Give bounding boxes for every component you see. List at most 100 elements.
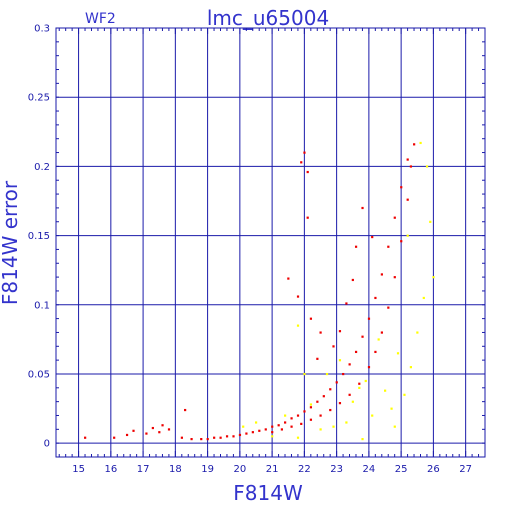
data-point (358, 382, 361, 385)
x-tick-label: 24 (363, 464, 376, 475)
y-tick-label: 0 (44, 439, 50, 450)
data-point (403, 393, 406, 396)
data-point (284, 414, 287, 417)
data-point (296, 295, 300, 298)
data-point (254, 421, 258, 424)
data-point (390, 407, 393, 410)
data-point (290, 417, 293, 420)
data-point (380, 331, 383, 334)
x-axis-label: F814W (233, 481, 303, 505)
data-point (429, 220, 432, 223)
data-point (200, 438, 203, 441)
data-point (219, 436, 222, 439)
plot-border (55, 27, 486, 458)
data-point (322, 395, 325, 398)
data-point (367, 366, 371, 369)
data-point (371, 235, 374, 239)
data-point (413, 143, 416, 146)
data-point (419, 141, 422, 145)
data-point (145, 432, 148, 435)
data-point (393, 216, 396, 219)
x-tick-label: 23 (330, 464, 343, 475)
y-tick-label: 0.05 (28, 369, 50, 380)
data-point (319, 331, 322, 334)
data-point (374, 350, 377, 354)
data-point (400, 186, 403, 189)
data-point (425, 165, 429, 168)
data-point (345, 302, 348, 305)
data-point (387, 245, 390, 248)
data-point (387, 306, 390, 309)
data-point (406, 234, 409, 237)
grid (56, 27, 485, 457)
data-point (309, 403, 313, 406)
data-point (338, 402, 342, 405)
data-point (151, 426, 154, 430)
data-point (316, 357, 319, 360)
data-point (84, 436, 87, 439)
data-point (264, 428, 267, 431)
data-point (351, 278, 354, 282)
x-tick-label: 27 (459, 464, 472, 475)
y-tick-label: 0.1 (34, 300, 50, 311)
x-tick-label: 21 (266, 464, 279, 475)
y-tick-labels: 0 0.05 0.1 0.15 0.2 0.25 0.3 (28, 24, 50, 450)
data-point (422, 296, 425, 300)
x-tick-label: 22 (298, 464, 311, 475)
data-point (271, 435, 274, 438)
data-point (296, 436, 300, 439)
y-tick-label: 0.25 (28, 93, 50, 104)
data-point (367, 317, 371, 320)
data-point (280, 428, 283, 431)
data-point (319, 414, 322, 417)
x-tick-label: 16 (104, 464, 117, 475)
data-point (271, 425, 274, 428)
data-point (351, 400, 354, 403)
data-point (348, 393, 351, 396)
data-point (396, 352, 400, 355)
data-point (125, 433, 129, 437)
x-tick-labels: 15 16 17 18 19 20 21 22 23 24 25 26 27 (72, 464, 472, 475)
data-point (409, 165, 413, 168)
data-point (406, 198, 409, 201)
data-point (284, 421, 287, 424)
data-point (358, 386, 361, 390)
data-point (342, 372, 345, 376)
chart-title: lmc_u65004 (207, 6, 329, 30)
x-tick-label: 15 (72, 464, 85, 475)
data-point (335, 381, 338, 384)
data-point (251, 431, 254, 434)
data-point (300, 161, 303, 164)
data-point (338, 330, 342, 333)
data-point (190, 438, 193, 441)
data-point (354, 245, 358, 248)
data-point (348, 363, 351, 366)
data-point (242, 425, 245, 428)
x-tick-label: 17 (137, 464, 150, 475)
data-point (113, 436, 116, 439)
data-point (332, 425, 335, 428)
chart-subtitle: WF2 (85, 11, 116, 27)
data-point (338, 359, 342, 362)
data-point (296, 414, 300, 417)
x-tick-label: 19 (201, 464, 214, 475)
y-tick-label: 0.15 (28, 231, 50, 242)
y-tick-label: 0.2 (34, 162, 50, 173)
data-point (277, 424, 280, 427)
data-point (245, 432, 248, 435)
data-point (332, 345, 335, 348)
data-point (132, 429, 135, 432)
data-point (409, 366, 413, 369)
data-point (303, 372, 306, 376)
data-point (374, 296, 377, 300)
data-point (371, 414, 374, 417)
data-point (309, 418, 313, 421)
data-point (364, 379, 367, 383)
x-tick-label: 25 (395, 464, 408, 475)
data-point (306, 170, 309, 174)
data-point (329, 388, 332, 391)
data-point (406, 158, 409, 161)
plot-frame (55, 27, 486, 458)
data-point (258, 429, 261, 432)
data-point (380, 273, 383, 276)
